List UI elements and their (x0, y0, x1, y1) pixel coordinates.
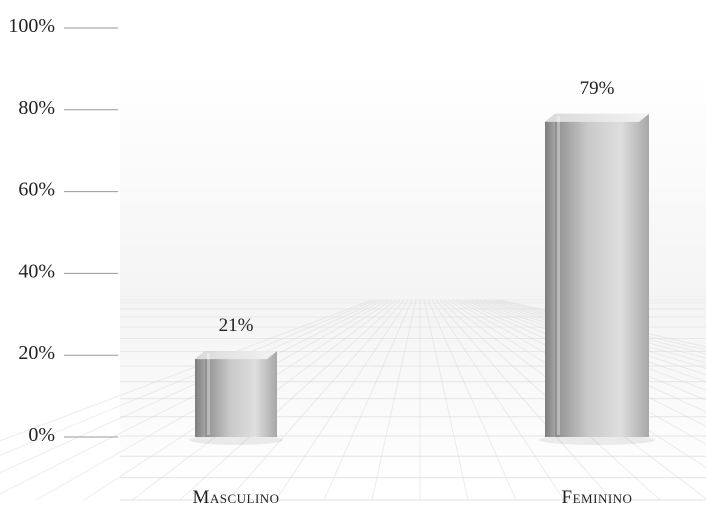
y-tick-label: 0% (28, 424, 55, 446)
bar-feminino (539, 113, 655, 445)
y-tick-label: 60% (18, 179, 55, 201)
floor-grid-line (0, 299, 377, 456)
floor-grid-line (463, 299, 706, 401)
floor-grid-line (423, 299, 469, 501)
bar-highlight (557, 115, 560, 435)
y-axis: 0% 20% 40% 60% 80% 100% (8, 15, 118, 446)
floor-grid-line (455, 299, 706, 427)
labels: 21% Masculino 79% Feminino (192, 78, 632, 508)
category-label: Feminino (562, 487, 633, 508)
bar-shadow (539, 435, 655, 445)
bar-front-face (555, 113, 649, 437)
bar-highlight (207, 353, 210, 435)
floor-grid-line (179, 299, 401, 501)
bar-masculino (189, 351, 283, 445)
data-label: 21% (219, 315, 254, 336)
floor-grid-line (0, 299, 373, 442)
y-tick-label: 40% (18, 260, 55, 282)
floor-grid-line (275, 299, 409, 501)
bar-side-face (195, 351, 205, 437)
bar-front-face (205, 351, 277, 437)
floor-grid-line (0, 299, 381, 474)
bar-side-face (545, 113, 555, 437)
floor-grid-line (435, 299, 613, 501)
floor-grid-line (427, 299, 517, 501)
bar-top-face (195, 351, 277, 360)
y-tick-label: 100% (8, 15, 55, 37)
bar-shadow (189, 435, 283, 445)
floor-grid-line (431, 299, 565, 501)
bar-top-face (545, 113, 649, 122)
floor-grid-line (371, 299, 417, 501)
bars (189, 113, 655, 445)
floor-grid-line (227, 299, 405, 501)
floor-grid-line (459, 299, 706, 413)
y-tick-label: 80% (18, 97, 55, 119)
category-label: Masculino (192, 487, 279, 508)
data-label: 79% (580, 78, 615, 99)
floor-grid-line (323, 299, 413, 501)
floor-grid-line (0, 299, 385, 495)
y-tick-label: 20% (18, 342, 55, 364)
